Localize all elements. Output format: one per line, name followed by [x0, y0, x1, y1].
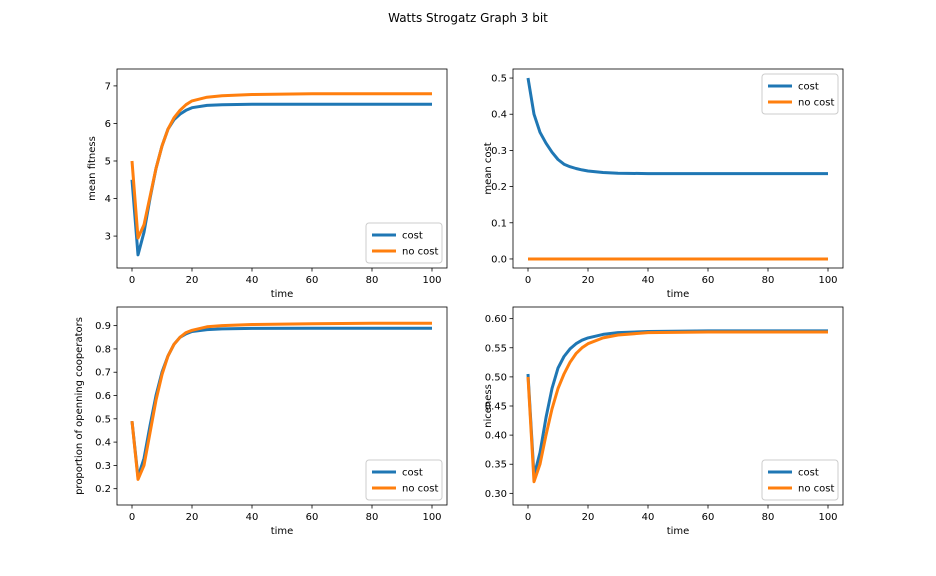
x-tick-label: 60	[306, 275, 319, 286]
y-tick-label: 0.4	[95, 438, 111, 449]
y-tick-label: 0.8	[95, 344, 111, 355]
y-tick-label: 0.7	[95, 368, 111, 379]
series-line-no-cost	[130, 92, 432, 240]
series-line-cost	[130, 326, 432, 479]
axes-frame	[116, 68, 448, 269]
y-tick-label: 0.2	[491, 182, 507, 193]
subplot-cost: 0 20 40 60 80 100 0.0 0.1 0.2 0.3 0.4 0.5 time mean c…	[483, 68, 844, 300]
subplot-grid: 0 20 40 60 80 100 3 4 5 6 7 time mean fitness cost no …	[74, 68, 844, 537]
x-tick-label: 20	[186, 512, 199, 523]
y-tick-label: 0.2	[95, 484, 111, 495]
y-tick-label: 4	[105, 194, 111, 205]
legend: cost no cost	[761, 73, 839, 115]
x-tick-label: 60	[702, 512, 715, 523]
x-tick-label: 0	[129, 512, 135, 523]
legend-box	[365, 222, 443, 264]
x-tick-label: 0	[525, 512, 531, 523]
series-line-cost	[526, 329, 828, 478]
y-tick-label: 0.40	[485, 431, 507, 442]
x-tick-label: 100	[422, 512, 441, 523]
y-tick-label: 0.3	[95, 461, 111, 472]
y-tick-label: 0.4	[491, 110, 507, 121]
x-axis-label: time	[667, 526, 690, 537]
x-tick-label: 40	[246, 275, 259, 286]
legend-label-cost: cost	[402, 231, 423, 242]
y-tick-label: 0.3	[491, 146, 507, 157]
y-tick-label: 5	[105, 156, 111, 167]
x-tick-label: 60	[306, 512, 319, 523]
series-line-no-cost	[130, 321, 432, 481]
x-tick-label: 20	[582, 512, 595, 523]
x-axis-label: time	[271, 526, 294, 537]
x-tick-label: 20	[186, 275, 199, 286]
x-tick-label: 60	[702, 275, 715, 286]
x-tick-label: 80	[366, 275, 379, 286]
x-tick-label: 20	[582, 275, 595, 286]
plot-area	[526, 329, 828, 484]
x-tick-label: 40	[642, 512, 655, 523]
legend: cost no cost	[365, 222, 443, 264]
legend-label-cost: cost	[798, 468, 819, 479]
y-axis-label: mean cost	[483, 142, 494, 194]
legend-box	[761, 459, 839, 501]
y-tick-label: 0.50	[485, 372, 507, 383]
y-axis-label: mean fitness	[87, 136, 98, 201]
y-tick-label: 0.1	[491, 218, 507, 229]
plot-area	[130, 92, 432, 257]
legend-label-cost: cost	[402, 468, 423, 479]
legend-label-no-cost: no cost	[402, 484, 438, 495]
x-tick-label: 80	[366, 512, 379, 523]
y-tick-label: 0.60	[485, 314, 507, 325]
plot-area	[526, 77, 828, 261]
legend: cost no cost	[761, 459, 839, 501]
x-tick-label: 100	[818, 512, 837, 523]
y-tick-label: 7	[105, 81, 111, 92]
series-line-cost	[526, 77, 828, 176]
y-tick-label: 0.35	[485, 460, 507, 471]
y-tick-label: 0.30	[485, 489, 507, 500]
legend-box	[761, 73, 839, 115]
x-tick-label: 100	[422, 275, 441, 286]
x-tick-label: 0	[525, 275, 531, 286]
y-tick-label: 0.55	[485, 343, 507, 354]
legend-label-no-cost: no cost	[402, 247, 438, 258]
y-tick-label: 0.5	[491, 74, 507, 85]
x-tick-label: 0	[129, 275, 135, 286]
y-axis-label: niceness	[483, 384, 494, 428]
legend-label-cost: cost	[798, 82, 819, 93]
y-tick-label: 0.6	[95, 391, 111, 402]
y-tick-label: 0.0	[491, 254, 507, 265]
y-tick-label: 6	[105, 119, 111, 130]
x-tick-label: 100	[818, 275, 837, 286]
y-axis-label: proportion of openning cooperators	[74, 317, 85, 495]
y-tick-label: 0.5	[95, 414, 111, 425]
subplot-fitness: 0 20 40 60 80 100 3 4 5 6 7 time mean fitness cost no …	[87, 68, 448, 300]
x-axis-label: time	[667, 289, 690, 300]
x-tick-label: 80	[762, 275, 775, 286]
legend-label-no-cost: no cost	[798, 98, 834, 109]
plot-area	[130, 321, 432, 481]
x-tick-label: 40	[642, 275, 655, 286]
y-tick-label: 3	[105, 232, 111, 243]
x-tick-label: 40	[246, 512, 259, 523]
x-tick-label: 80	[762, 512, 775, 523]
y-tick-label: 0.45	[485, 402, 507, 413]
subplot-niceness: 0 20 40 60 80 100 0.30 0.35 0.40 0.45 0.50 0.55 0.60…	[483, 306, 844, 537]
legend: cost no cost	[365, 459, 443, 501]
legend-box	[365, 459, 443, 501]
subplot-cooperators: 0 20 40 60 80 100 0.2 0.3 0.4 0.5 0.6 0.7 0.8 0.9 time…	[74, 306, 448, 537]
legend-label-no-cost: no cost	[798, 484, 834, 495]
series-line-no-cost	[526, 330, 828, 484]
y-tick-label: 0.9	[95, 321, 111, 332]
axes-frame	[512, 68, 844, 269]
x-axis-label: time	[271, 289, 294, 300]
axes-frame	[116, 306, 448, 506]
figure-title: Watts Strogatz Graph 3 bit	[388, 11, 548, 25]
